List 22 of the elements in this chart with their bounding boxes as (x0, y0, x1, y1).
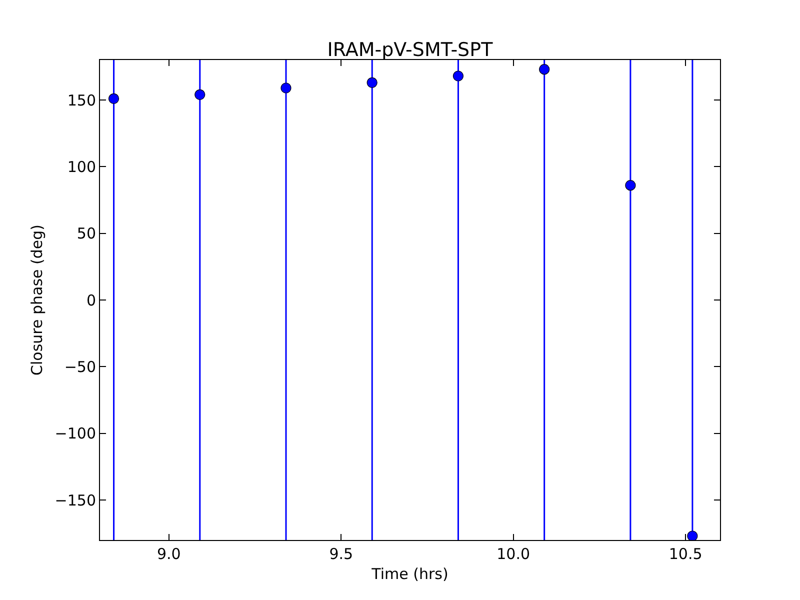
y-tick-label: −100 (54, 424, 96, 443)
point (366, 77, 378, 88)
point (194, 89, 206, 100)
y-tick-label: −50 (64, 358, 96, 376)
point (452, 70, 464, 82)
chart-title: IRAM-pV-SMT-SPT (327, 39, 494, 61)
x-tick-label: 9.0 (156, 545, 181, 563)
x-tick-label: 9.5 (329, 545, 354, 563)
point (280, 82, 292, 94)
x-tick-label: 10.5 (668, 545, 702, 563)
point (539, 64, 550, 75)
y-tick-label: 0 (86, 291, 96, 310)
y-tick-label: 100 (67, 158, 96, 176)
y-tick-label: 150 (67, 91, 96, 110)
point (687, 530, 698, 540)
point (625, 180, 636, 191)
x-axis-title: Time (hrs) (370, 565, 448, 583)
y-axis-title: Closure phase (deg) (28, 224, 46, 376)
y-tick-label: 50 (76, 224, 96, 243)
point (108, 93, 120, 104)
y-tick-label: −150 (54, 491, 96, 510)
x-tick-label: 10.0 (496, 545, 530, 563)
